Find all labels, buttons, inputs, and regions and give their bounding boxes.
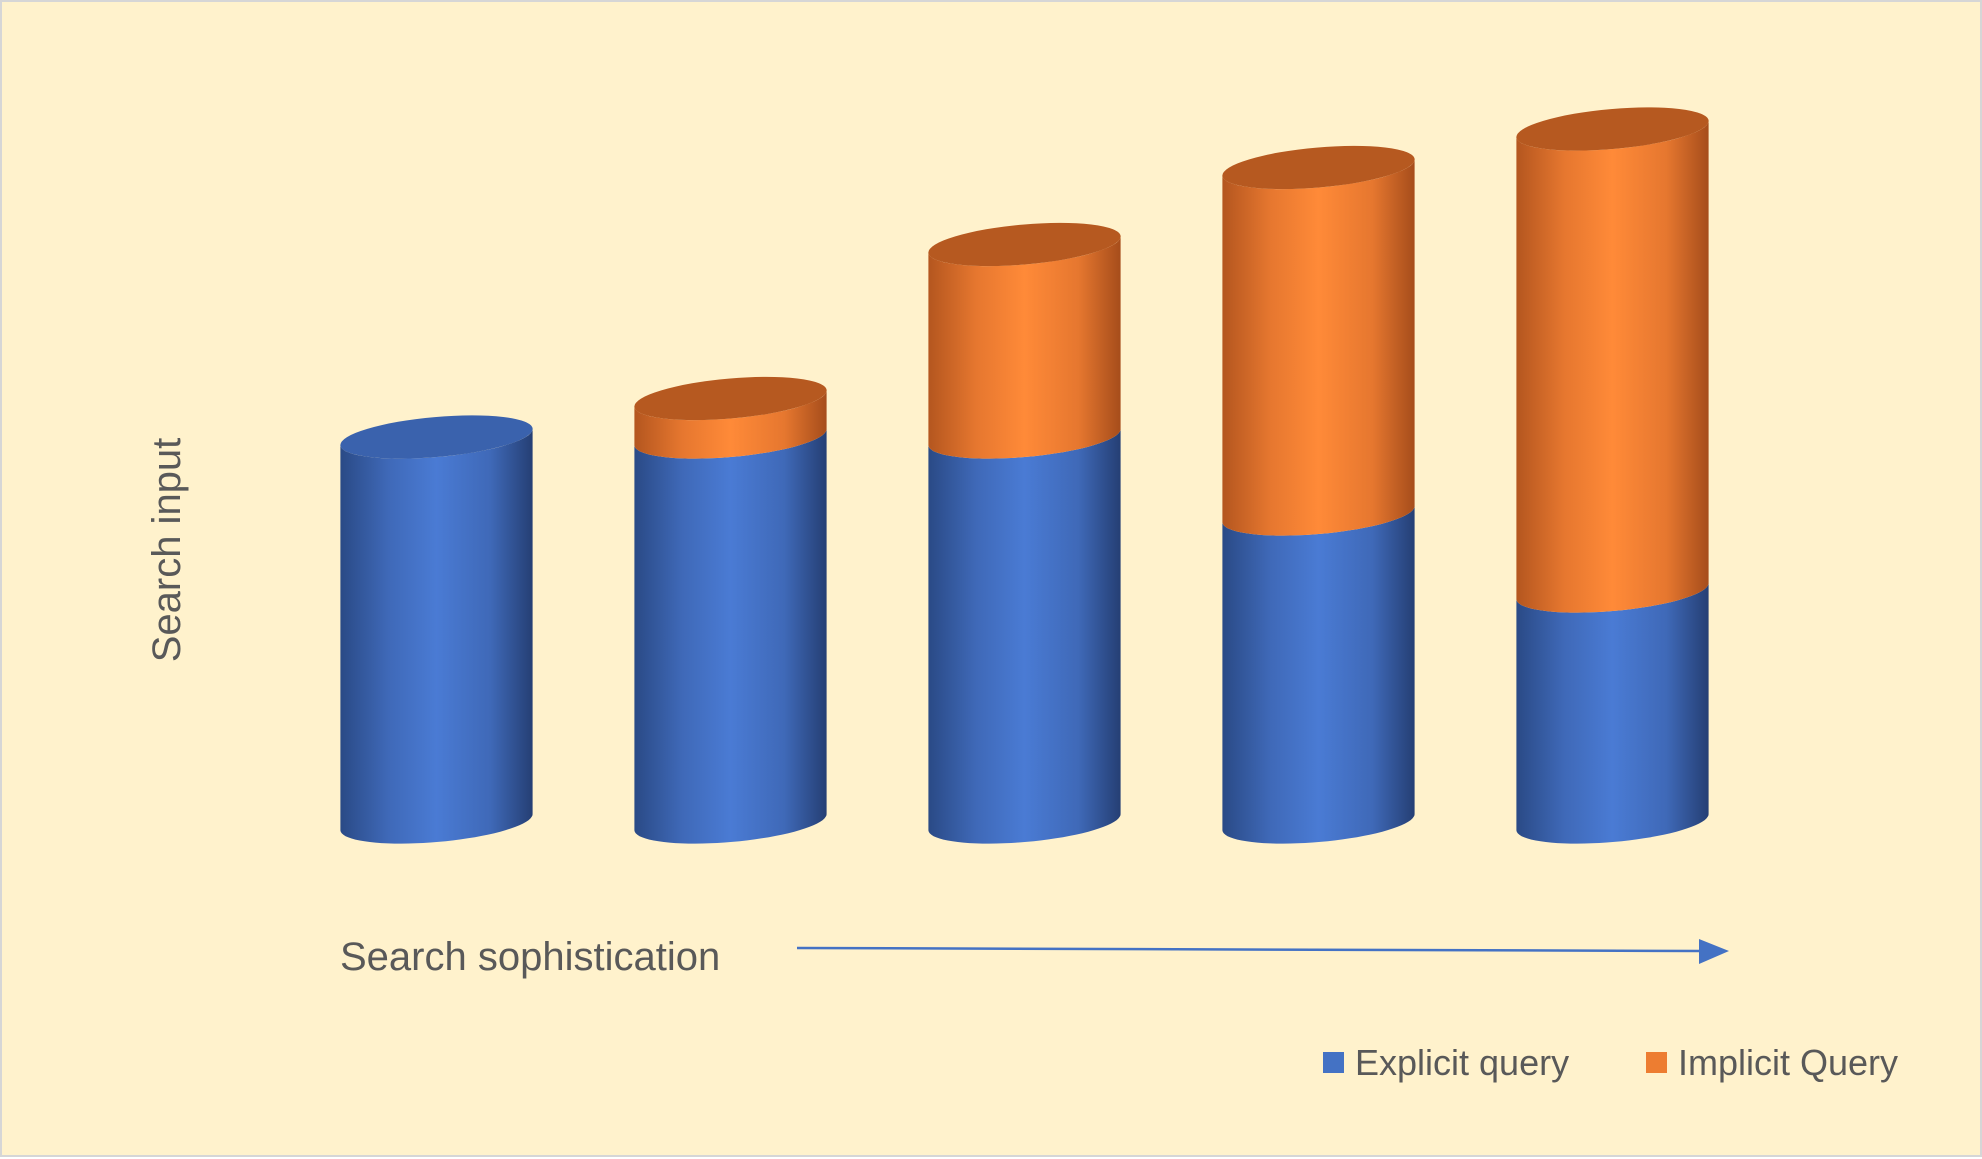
bars-layer xyxy=(340,107,1709,844)
legend-item-implicit-query: Implicit Query xyxy=(1646,1042,1898,1083)
bar-5-series-2 xyxy=(1516,120,1709,613)
legend-swatch-implicit-query xyxy=(1646,1052,1667,1073)
bar-3-series-2 xyxy=(928,236,1121,459)
bar-5-series-1 xyxy=(1516,582,1709,844)
bar-2-series-1 xyxy=(634,428,827,844)
bar-stack-5 xyxy=(1516,107,1709,844)
bar-2-series-2 xyxy=(634,390,827,459)
y-axis-label: Search input xyxy=(145,438,189,663)
bar-stack-4 xyxy=(1222,145,1415,844)
bar-cap-2 xyxy=(634,376,827,421)
bar-cap-5 xyxy=(1516,107,1709,151)
bar-3-series-1 xyxy=(928,428,1121,844)
bar-stack-3 xyxy=(928,222,1121,844)
x-axis-label: Search sophistication xyxy=(340,935,720,979)
bar-1-series-1 xyxy=(340,428,533,844)
bar-cap-3 xyxy=(928,222,1121,267)
legend-swatch-explicit-query xyxy=(1323,1052,1344,1073)
bar-stack-1 xyxy=(340,415,533,844)
legend-label-explicit-query: Explicit query xyxy=(1355,1042,1569,1083)
bar-4-series-1 xyxy=(1222,505,1415,844)
bar-cap-4 xyxy=(1222,145,1415,190)
bar-4-series-2 xyxy=(1222,159,1415,536)
legend: Explicit query Implicit Query xyxy=(1323,1042,1898,1083)
legend-label-implicit-query: Implicit Query xyxy=(1678,1042,1898,1083)
bar-stack-2 xyxy=(634,376,827,844)
sophistication-arrow xyxy=(796,939,1729,964)
legend-item-explicit-query: Explicit query xyxy=(1323,1042,1569,1083)
bar-cap-1 xyxy=(340,415,533,459)
